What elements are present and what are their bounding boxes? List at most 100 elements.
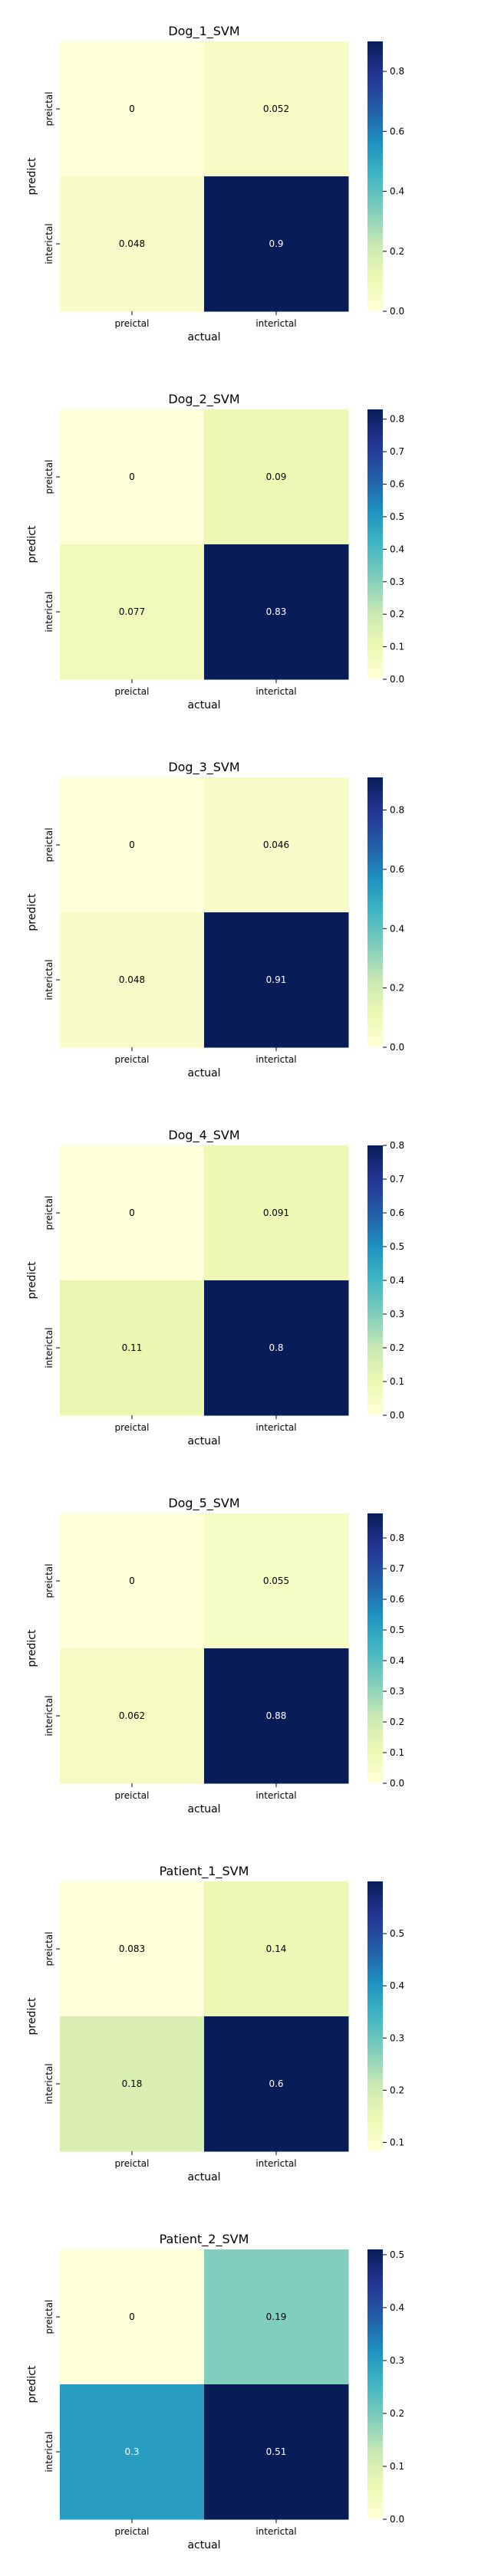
y-axis-label: predict bbox=[26, 2365, 38, 2403]
colorbar-tick-label: 0.6 bbox=[390, 479, 404, 490]
chart-title: Dog_2_SVM bbox=[168, 392, 239, 407]
y-tick-label: interictal bbox=[44, 2431, 54, 2472]
colorbar-tick-label: 0.5 bbox=[390, 1625, 404, 1635]
colorbar-tick-label: 0.4 bbox=[390, 2302, 404, 2313]
cell-value-label: 0.048 bbox=[119, 974, 145, 985]
colorbar-tick-label: 0.1 bbox=[390, 1376, 404, 1387]
y-tick-label: preictal bbox=[44, 460, 54, 495]
cell-value-label: 0.048 bbox=[119, 238, 145, 249]
y-axis-label: predict bbox=[26, 893, 38, 931]
cell-value-label: 0 bbox=[129, 840, 135, 850]
heatmap-panels: Dog_1_SVM 0 0.052 0.048 0.9 preictal intericta… bbox=[26, 24, 404, 2551]
y-tick-label: preictal bbox=[44, 1564, 54, 1598]
colorbar bbox=[367, 41, 383, 311]
colorbar-tick-label: 0.3 bbox=[390, 2032, 404, 2043]
x-axis-label: actual bbox=[187, 1067, 220, 1079]
heatmap-cell bbox=[60, 41, 205, 177]
x-tick-label: interictal bbox=[255, 318, 296, 329]
y-tick-label: interictal bbox=[44, 1327, 54, 1368]
colorbar-tick-label: 0.2 bbox=[390, 983, 404, 994]
chart-title: Patient_1_SVM bbox=[160, 1864, 249, 1879]
chart-title: Dog_4_SVM bbox=[168, 1128, 239, 1143]
colorbar-tick-label: 0.8 bbox=[390, 805, 404, 816]
heatmap-cell bbox=[60, 777, 205, 913]
cell-value-label: 0.88 bbox=[266, 1710, 287, 1721]
x-axis-label: actual bbox=[187, 1803, 220, 1815]
colorbar-tick-label: 0.7 bbox=[390, 1563, 404, 1574]
x-axis-label: actual bbox=[187, 1435, 220, 1447]
colorbar-tick-label: 0.0 bbox=[390, 2514, 404, 2525]
colorbar-tick-label: 0.5 bbox=[390, 511, 404, 522]
colorbar-tick-label: 0.8 bbox=[390, 1140, 404, 1151]
heatmap-cell bbox=[60, 2384, 205, 2520]
x-axis-label: actual bbox=[187, 2171, 220, 2183]
heatmap-cell bbox=[60, 2016, 205, 2152]
cell-value-label: 0.18 bbox=[122, 2078, 143, 2089]
heatmap-cell bbox=[60, 1145, 205, 1281]
colorbar bbox=[367, 777, 383, 1047]
y-axis-label: predict bbox=[26, 1997, 38, 2035]
heatmap-cell bbox=[204, 1648, 349, 1784]
y-axis-label: predict bbox=[26, 1261, 38, 1299]
colorbar-tick-label: 0.4 bbox=[390, 923, 404, 934]
heatmap-cell bbox=[204, 409, 349, 545]
colorbar-tick-label: 0.4 bbox=[390, 186, 404, 197]
colorbar-tick-label: 0.3 bbox=[390, 577, 404, 587]
colorbar-tick-label: 0.1 bbox=[390, 1747, 404, 1758]
x-tick-label: preictal bbox=[115, 1422, 150, 1433]
colorbar bbox=[367, 1881, 383, 2151]
y-tick-label: interictal bbox=[44, 2063, 54, 2104]
cell-value-label: 0.077 bbox=[119, 606, 145, 617]
colorbar-tick-label: 0.2 bbox=[390, 246, 404, 257]
cell-value-label: 0 bbox=[129, 1208, 135, 1218]
chart-title: Dog_1_SVM bbox=[168, 24, 239, 39]
cell-value-label: 0.091 bbox=[263, 1208, 289, 1218]
y-tick-label: interictal bbox=[44, 1695, 54, 1736]
colorbar-tick-label: 0.5 bbox=[390, 2249, 404, 2260]
x-axis-label: actual bbox=[187, 2539, 220, 2551]
cell-value-label: 0.11 bbox=[122, 1342, 143, 1353]
heatmap-cell bbox=[60, 409, 205, 545]
colorbar-tick-label: 0.5 bbox=[390, 1241, 404, 1252]
heatmap-panel: Dog_5_SVM 0 0.055 0.062 0.88 preictal interict… bbox=[26, 1496, 404, 1815]
x-tick-label: preictal bbox=[115, 1790, 150, 1801]
colorbar-tick-label: 0.1 bbox=[390, 2461, 404, 2472]
chart-title: Dog_5_SVM bbox=[168, 1496, 239, 1511]
colorbar-tick-label: 0.2 bbox=[390, 1342, 404, 1353]
y-tick-label: preictal bbox=[44, 1932, 54, 1967]
y-tick-label: interictal bbox=[44, 959, 54, 1000]
heatmap-cell bbox=[60, 2249, 205, 2385]
colorbar-tick-label: 0.2 bbox=[390, 2408, 404, 2419]
heatmap-panel: Dog_4_SVM 0 0.091 0.11 0.8 preictal interictal… bbox=[26, 1128, 404, 1447]
colorbar-tick-label: 0.2 bbox=[390, 609, 404, 619]
cell-value-label: 0.09 bbox=[266, 472, 287, 482]
x-tick-label: interictal bbox=[255, 2526, 296, 2537]
heatmap-cell bbox=[60, 176, 205, 312]
cell-value-label: 0.6 bbox=[269, 2078, 283, 2089]
x-tick-label: preictal bbox=[115, 1054, 150, 1065]
cell-value-label: 0.8 bbox=[269, 1342, 283, 1353]
cell-value-label: 0.046 bbox=[263, 840, 289, 850]
y-axis-label: predict bbox=[26, 525, 38, 563]
cell-value-label: 0.055 bbox=[263, 1576, 289, 1586]
colorbar-tick-label: 0.6 bbox=[390, 1594, 404, 1605]
heatmap-panel: Dog_1_SVM 0 0.052 0.048 0.9 preictal intericta… bbox=[26, 24, 404, 343]
y-tick-label: interictal bbox=[44, 223, 54, 264]
cell-value-label: 0 bbox=[129, 2312, 135, 2322]
colorbar-tick-label: 0.4 bbox=[390, 1980, 404, 1991]
colorbar-tick-label: 0.0 bbox=[390, 306, 404, 317]
colorbar-tick-label: 0.0 bbox=[390, 1778, 404, 1789]
cell-value-label: 0.083 bbox=[119, 1944, 145, 1954]
x-tick-label: preictal bbox=[115, 2526, 150, 2537]
y-axis-label: predict bbox=[26, 157, 38, 195]
colorbar-tick-label: 0.3 bbox=[390, 2355, 404, 2366]
colorbar-tick-label: 0.4 bbox=[390, 1655, 404, 1666]
colorbar bbox=[367, 2249, 383, 2519]
y-tick-label: preictal bbox=[44, 2300, 54, 2334]
heatmap-cell bbox=[60, 1648, 205, 1784]
heatmap-cell bbox=[60, 544, 205, 680]
colorbar bbox=[367, 1513, 383, 1783]
colorbar-tick-label: 0.0 bbox=[390, 1042, 404, 1053]
x-tick-label: preictal bbox=[115, 2158, 150, 2169]
chart-title: Dog_3_SVM bbox=[168, 760, 239, 775]
